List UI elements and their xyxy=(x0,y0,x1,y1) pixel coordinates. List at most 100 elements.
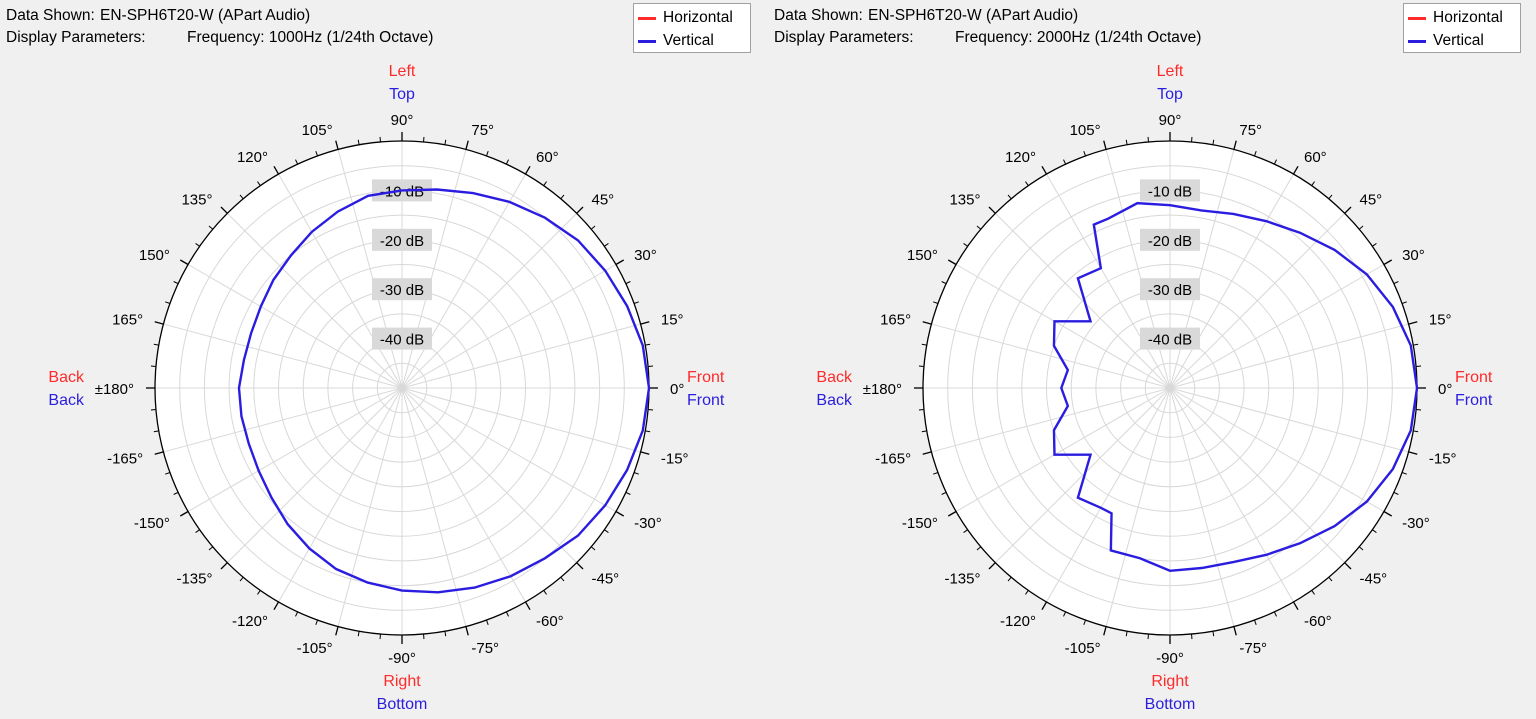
major-tick xyxy=(1233,626,1237,636)
minor-tick xyxy=(1372,243,1377,247)
minor-tick xyxy=(590,546,596,551)
major-tick xyxy=(988,206,996,214)
minor-tick xyxy=(933,472,939,475)
angle-label-105: 105° xyxy=(302,122,333,139)
minor-tick xyxy=(1254,619,1257,625)
ring-label-text: -40 dB xyxy=(380,332,424,349)
minor-tick xyxy=(1401,472,1407,475)
legend-label-horizontal: Horizontal xyxy=(663,9,733,26)
angle-label-15: 15° xyxy=(661,312,684,329)
minor-tick xyxy=(239,194,244,200)
major-tick xyxy=(524,165,531,175)
minor-tick xyxy=(1025,590,1029,595)
angle-label-120: 120° xyxy=(237,149,268,166)
minor-tick xyxy=(1328,576,1333,582)
direction-label-right-horizontal: Front xyxy=(687,369,725,386)
legend-swatch-vertical xyxy=(638,39,656,43)
minor-tick xyxy=(257,590,261,595)
legend-item-horizontal: Horizontal xyxy=(638,8,733,28)
angle-label-90: -90° xyxy=(388,650,416,667)
minor-tick xyxy=(444,631,447,637)
major-tick xyxy=(220,562,228,570)
major-tick xyxy=(640,321,650,325)
ring-label-20-db: -20 dB xyxy=(1140,228,1200,251)
legend-item-horizontal: Horizontal xyxy=(1408,8,1503,28)
minor-tick xyxy=(1212,631,1215,637)
minor-tick xyxy=(1358,225,1364,230)
data-shown-value: EN-SPH6T20-W (APart Audio) xyxy=(868,7,1079,24)
minor-tick xyxy=(295,611,299,617)
angle-label-60: 60° xyxy=(1304,149,1327,166)
angle-label-60: -60° xyxy=(1304,613,1332,630)
minor-tick xyxy=(444,139,447,145)
major-tick xyxy=(465,626,469,636)
minor-tick xyxy=(1393,491,1399,495)
major-tick xyxy=(1233,140,1237,150)
chart-legend: Horizontal Vertical xyxy=(1403,3,1521,53)
minor-tick xyxy=(543,590,547,595)
legend-swatch-horizontal xyxy=(1408,16,1426,20)
ring-label-text: -30 dB xyxy=(380,282,424,299)
minor-tick xyxy=(153,343,159,346)
minor-tick xyxy=(165,301,171,304)
direction-label-left-horizontal: Back xyxy=(816,369,853,386)
ring-label-20-db: -20 dB xyxy=(372,228,432,251)
minor-tick xyxy=(165,472,171,475)
angle-label-180: ±180° xyxy=(863,381,902,398)
ring-label-text: -30 dB xyxy=(1148,282,1192,299)
direction-label-right-vertical: Front xyxy=(1455,392,1493,409)
major-tick xyxy=(615,259,625,266)
angle-label-135: -135° xyxy=(176,571,212,588)
angle-label-30: 30° xyxy=(634,247,657,264)
angle-label-120: 120° xyxy=(1005,149,1036,166)
direction-label-bottom-vertical: Bottom xyxy=(377,696,428,713)
major-tick xyxy=(922,451,932,455)
major-tick xyxy=(576,206,584,214)
angle-label-0: 0° xyxy=(670,381,684,398)
ring-label-box xyxy=(372,228,432,251)
major-tick xyxy=(1292,601,1299,611)
major-tick xyxy=(1103,140,1107,150)
minor-tick xyxy=(976,225,982,230)
major-tick xyxy=(1041,165,1048,175)
major-tick xyxy=(1344,562,1352,570)
legend-swatch-vertical xyxy=(1408,39,1426,43)
minor-tick xyxy=(239,576,244,582)
angle-label-75: -75° xyxy=(1239,640,1267,657)
direction-label-top-vertical: Top xyxy=(389,86,415,103)
major-tick xyxy=(640,451,650,455)
ring-label-box xyxy=(1140,278,1200,301)
minor-tick xyxy=(633,472,639,475)
angle-label-75: -75° xyxy=(471,640,499,657)
series-line-vertical xyxy=(1052,201,1419,573)
ring-gridline xyxy=(947,165,1393,611)
minor-tick xyxy=(208,225,214,230)
data-shown-value: EN-SPH6T20-W (APart Audio) xyxy=(100,7,311,24)
angle-label-15: -15° xyxy=(661,450,689,467)
polar-panel-2000hz: Data Shown: EN-SPH6T20-W (APart Audio) Di… xyxy=(768,0,1536,719)
major-tick xyxy=(988,562,996,570)
minor-tick xyxy=(645,430,651,433)
major-tick xyxy=(1383,259,1393,266)
major-tick xyxy=(1292,165,1299,175)
angle-label-180: ±180° xyxy=(95,381,134,398)
minor-tick xyxy=(1273,159,1277,165)
minor-tick xyxy=(921,430,927,433)
ring-gridline xyxy=(228,214,576,562)
minor-tick xyxy=(357,139,360,145)
major-tick xyxy=(465,140,469,150)
minor-tick xyxy=(604,529,609,533)
minor-tick xyxy=(486,151,489,157)
angle-label-90: 90° xyxy=(391,112,414,129)
minor-tick xyxy=(1273,611,1277,617)
angle-label-150: -150° xyxy=(134,515,170,532)
ring-label-30-db: -30 dB xyxy=(1140,278,1200,301)
minor-tick xyxy=(560,194,565,200)
minor-tick xyxy=(1007,194,1012,200)
angle-label-45: -45° xyxy=(592,571,620,588)
ring-gridline xyxy=(1144,362,1196,414)
ring-gridline xyxy=(1095,313,1245,463)
angle-label-105: -105° xyxy=(297,640,333,657)
minor-tick xyxy=(1063,611,1067,617)
legend-item-vertical: Vertical xyxy=(638,31,714,51)
